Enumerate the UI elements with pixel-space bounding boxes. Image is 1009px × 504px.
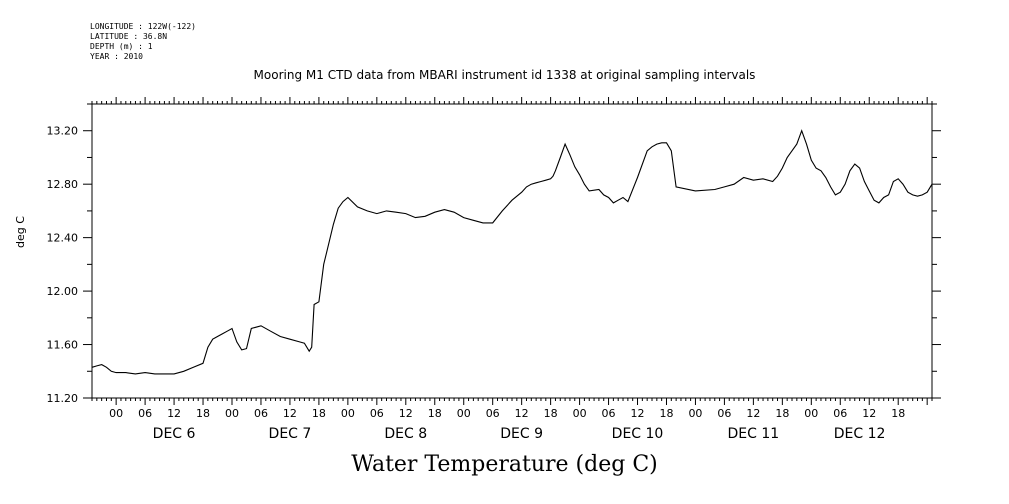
- x-tick-label: 18: [659, 407, 673, 420]
- x-tick-label: 00: [688, 407, 702, 420]
- x-tick-label: 12: [283, 407, 297, 420]
- metadata-block: LONGITUDE : 122W(-122) LATITUDE : 36.8N …: [90, 22, 196, 62]
- x-tick-label: 12: [167, 407, 181, 420]
- longitude-text: LONGITUDE : 122W(-122): [90, 22, 196, 31]
- chart-title: Mooring M1 CTD data from MBARI instrumen…: [253, 68, 756, 82]
- x-tick-label: 06: [717, 407, 731, 420]
- x-tick-label: 06: [370, 407, 384, 420]
- day-label: DEC 11: [728, 426, 780, 442]
- x-tick-label: 12: [746, 407, 760, 420]
- series-line: [91, 129, 933, 375]
- y-tick-label: 13.20: [47, 125, 79, 138]
- day-label: DEC 8: [384, 426, 427, 442]
- y-tick-label: 12.00: [47, 285, 79, 298]
- plot-frame: [91, 103, 933, 399]
- x-tick-label: 06: [602, 407, 616, 420]
- x-tick-label: 00: [109, 407, 123, 420]
- x-tick-label: 18: [312, 407, 326, 420]
- y-tick-label: 12.80: [47, 178, 79, 191]
- x-axis-label: Water Temperature (deg C): [351, 452, 658, 477]
- chart-series-group: [91, 129, 933, 375]
- x-tick-label: 06: [254, 407, 268, 420]
- x-tick-label: 12: [631, 407, 645, 420]
- day-label: DEC 9: [500, 426, 543, 442]
- y-tick-label: 11.20: [47, 392, 79, 405]
- x-tick-label: 12: [515, 407, 529, 420]
- x-tick-label: 06: [138, 407, 152, 420]
- x-tick-label: 00: [804, 407, 818, 420]
- x-tick-label: 18: [775, 407, 789, 420]
- x-tick-label: 18: [196, 407, 210, 420]
- x-tick-label: 18: [891, 407, 905, 420]
- year-text: YEAR : 2010: [90, 52, 143, 61]
- day-label: DEC 12: [834, 426, 886, 442]
- depth-text: DEPTH (m) : 1: [90, 42, 153, 51]
- x-tick-label: 18: [428, 407, 442, 420]
- y-tick-label: 12.40: [47, 232, 79, 245]
- x-tick-label: 06: [833, 407, 847, 420]
- day-label: DEC 7: [269, 426, 312, 442]
- y-tick-label: 11.60: [47, 339, 79, 352]
- latitude-text: LATITUDE : 36.8N: [90, 32, 168, 41]
- x-tick-label: 00: [573, 407, 587, 420]
- x-tick-label: 12: [862, 407, 876, 420]
- day-label: DEC 10: [612, 426, 664, 442]
- x-tick-label: 00: [341, 407, 355, 420]
- x-tick-label: 00: [457, 407, 471, 420]
- x-tick-label: 00: [225, 407, 239, 420]
- x-tick-label: 12: [399, 407, 413, 420]
- day-label: DEC 6: [153, 426, 196, 442]
- chart-axes: 11.20 11.60 12.00 12.40 12.80 13.20 00 06 12 18 00…: [47, 97, 941, 442]
- x-tick-label: 06: [486, 407, 500, 420]
- x-tick-label: 18: [544, 407, 558, 420]
